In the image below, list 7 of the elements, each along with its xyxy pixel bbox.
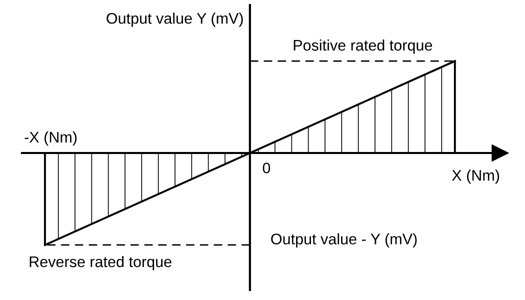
- ref-line-label: Positive rated torque: [294, 39, 432, 54]
- annotation: 0: [262, 162, 270, 174]
- annotation: Output value - Y (mV): [271, 233, 417, 248]
- y-axis-title: Output value Y (mV): [106, 12, 243, 27]
- annotation: -X (Nm): [24, 131, 77, 146]
- annotation: X (Nm): [452, 170, 500, 184]
- ref-line-label: Reverse rated torque: [30, 256, 172, 270]
